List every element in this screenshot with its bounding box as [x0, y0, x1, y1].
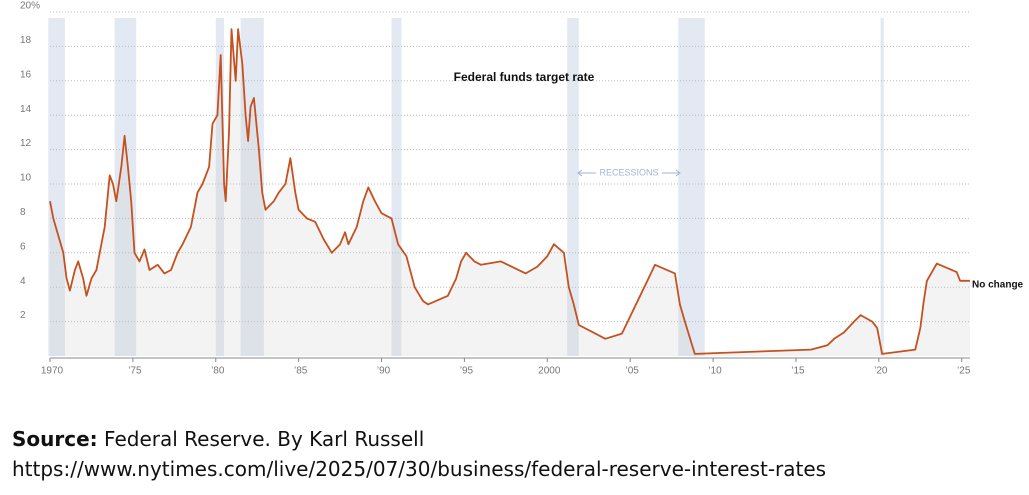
recession-band	[215, 18, 225, 356]
grid: 2 4 6 8 10 12 14 16 18 20% 1970 ’75 ’80 ’85 ’90 ’95 2000…	[20, 1, 971, 377]
y-tick-label: 20%	[20, 1, 40, 12]
x-tick-label: ’25	[957, 366, 971, 377]
y-tick-label: 6	[20, 241, 26, 252]
recession-band	[48, 18, 65, 356]
area	[50, 29, 970, 356]
recession-band	[678, 18, 705, 356]
arrow-head	[577, 169, 583, 177]
x-tick-label: ’80	[211, 366, 225, 377]
y-tick-label: 12	[20, 138, 32, 149]
recession-note: RECESSIONS	[577, 167, 681, 177]
y-tick-label: 16	[20, 69, 32, 80]
chart: 2 4 6 8 10 12 14 16 18 20% 1970 ’75 ’80 ’85 ’90 ’95 2000…	[20, 1, 1024, 377]
source-text: Federal Reserve. By Karl Russell https:/…	[12, 427, 827, 481]
y-tick-label: 10	[20, 173, 32, 184]
arrow-head	[675, 169, 681, 177]
x-tick-label: ’85	[294, 366, 308, 377]
x-tick-label: ’20	[874, 366, 888, 377]
annotation: Federal funds target rate	[454, 70, 595, 84]
y-tick-label: 8	[20, 207, 26, 218]
recession-label: RECESSIONS	[599, 167, 658, 177]
x-tick-label: ’75	[128, 366, 142, 377]
recession-band	[391, 18, 402, 356]
source-label: Source:	[12, 427, 98, 451]
y-tick-label: 14	[20, 104, 32, 115]
x-tick-label: ’05	[626, 366, 640, 377]
x-tick-label: ’10	[708, 366, 722, 377]
y-tick-label: 18	[20, 35, 32, 46]
x-tick-label: ’90	[377, 366, 391, 377]
y-tick-label: 2	[20, 310, 26, 321]
recession-band	[114, 18, 137, 356]
plot	[49, 28, 970, 356]
end-label: No change	[972, 280, 1024, 291]
line	[49, 28, 970, 355]
source: Source: Federal Reserve. By Karl Russell…	[12, 424, 1017, 484]
recession-band	[567, 18, 579, 356]
x-tick-label: 1970	[41, 366, 64, 377]
x-tick-label: ’15	[791, 366, 805, 377]
recession-band	[880, 18, 884, 356]
x-tick-label: ’95	[460, 366, 474, 377]
y-tick-label: 4	[20, 276, 26, 287]
x-tick-label: 2000	[538, 366, 561, 377]
recession-bands	[48, 18, 884, 356]
recession-band	[240, 18, 264, 356]
